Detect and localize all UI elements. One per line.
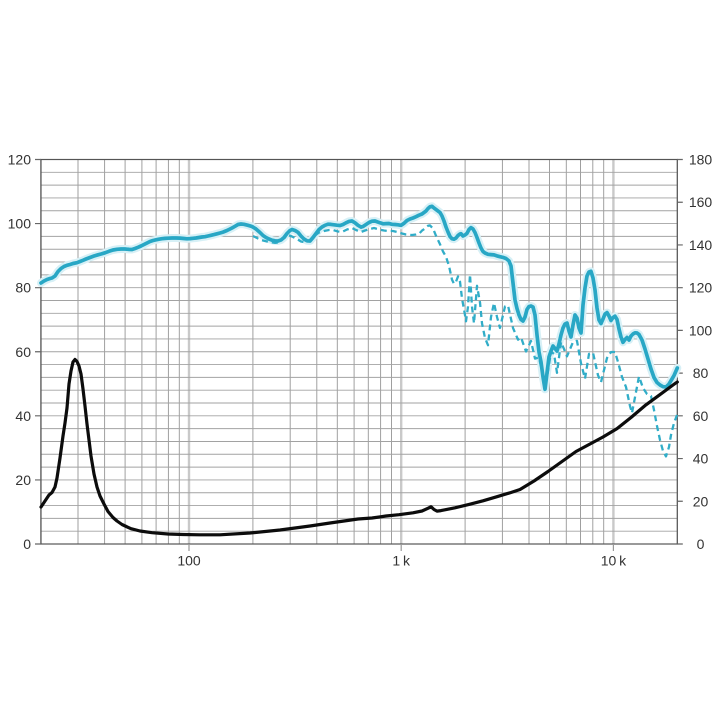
svg-text:20: 20 xyxy=(693,493,709,509)
svg-text:160: 160 xyxy=(689,194,713,210)
svg-text:100: 100 xyxy=(8,216,32,232)
svg-text:10 k: 10 k xyxy=(601,553,627,569)
svg-text:40: 40 xyxy=(693,451,709,467)
svg-text:100: 100 xyxy=(177,553,201,569)
svg-text:180: 180 xyxy=(689,152,713,168)
svg-text:120: 120 xyxy=(8,152,32,168)
svg-text:0: 0 xyxy=(697,536,705,552)
svg-text:140: 140 xyxy=(689,237,713,253)
svg-text:1 k: 1 k xyxy=(392,553,411,569)
svg-text:120: 120 xyxy=(689,280,713,296)
svg-text:80: 80 xyxy=(693,365,709,381)
svg-text:100: 100 xyxy=(689,322,713,338)
svg-text:60: 60 xyxy=(15,344,31,360)
svg-text:80: 80 xyxy=(15,280,31,296)
svg-text:60: 60 xyxy=(693,408,709,424)
svg-text:40: 40 xyxy=(15,408,31,424)
svg-text:0: 0 xyxy=(23,536,31,552)
svg-text:20: 20 xyxy=(15,472,31,488)
